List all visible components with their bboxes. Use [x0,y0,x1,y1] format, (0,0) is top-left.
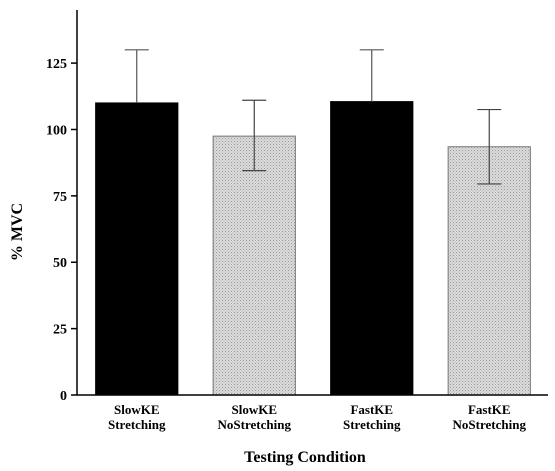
bar [330,101,414,396]
x-category-label: SlowKE Stretching [108,402,166,432]
x-category-label-line: SlowKE [114,402,160,417]
y-tick-label: 75 [53,190,67,205]
x-category-label: FastKE NoStretching [453,402,527,432]
x-category-label-line: NoStretching [218,417,292,432]
y-tick-label: 50 [53,256,67,271]
y-axis-title: % MVC [9,203,26,261]
x-category-label-line: Stretching [343,417,401,432]
x-category-label-line: FastKE [468,402,511,417]
y-tick-label: 0 [60,389,67,404]
bar [212,135,296,396]
y-tick-label: 25 [53,323,67,338]
x-category-label-line: SlowKE [231,402,277,417]
x-category-label-line: FastKE [350,402,393,417]
y-axis-ticks: 0 25 50 75 100 125 [46,57,77,404]
bars [95,101,531,396]
x-category-label: SlowKE NoStretching [218,402,292,432]
y-tick-label: 125 [46,57,67,72]
x-category-label-line: NoStretching [453,417,527,432]
x-axis-title: Testing Condition [244,449,366,466]
y-tick-label: 100 [46,123,67,138]
error-bars [124,49,502,185]
x-category-label-line: Stretching [108,417,166,432]
x-category-label: FastKE Stretching [343,402,401,432]
bar [95,102,179,396]
